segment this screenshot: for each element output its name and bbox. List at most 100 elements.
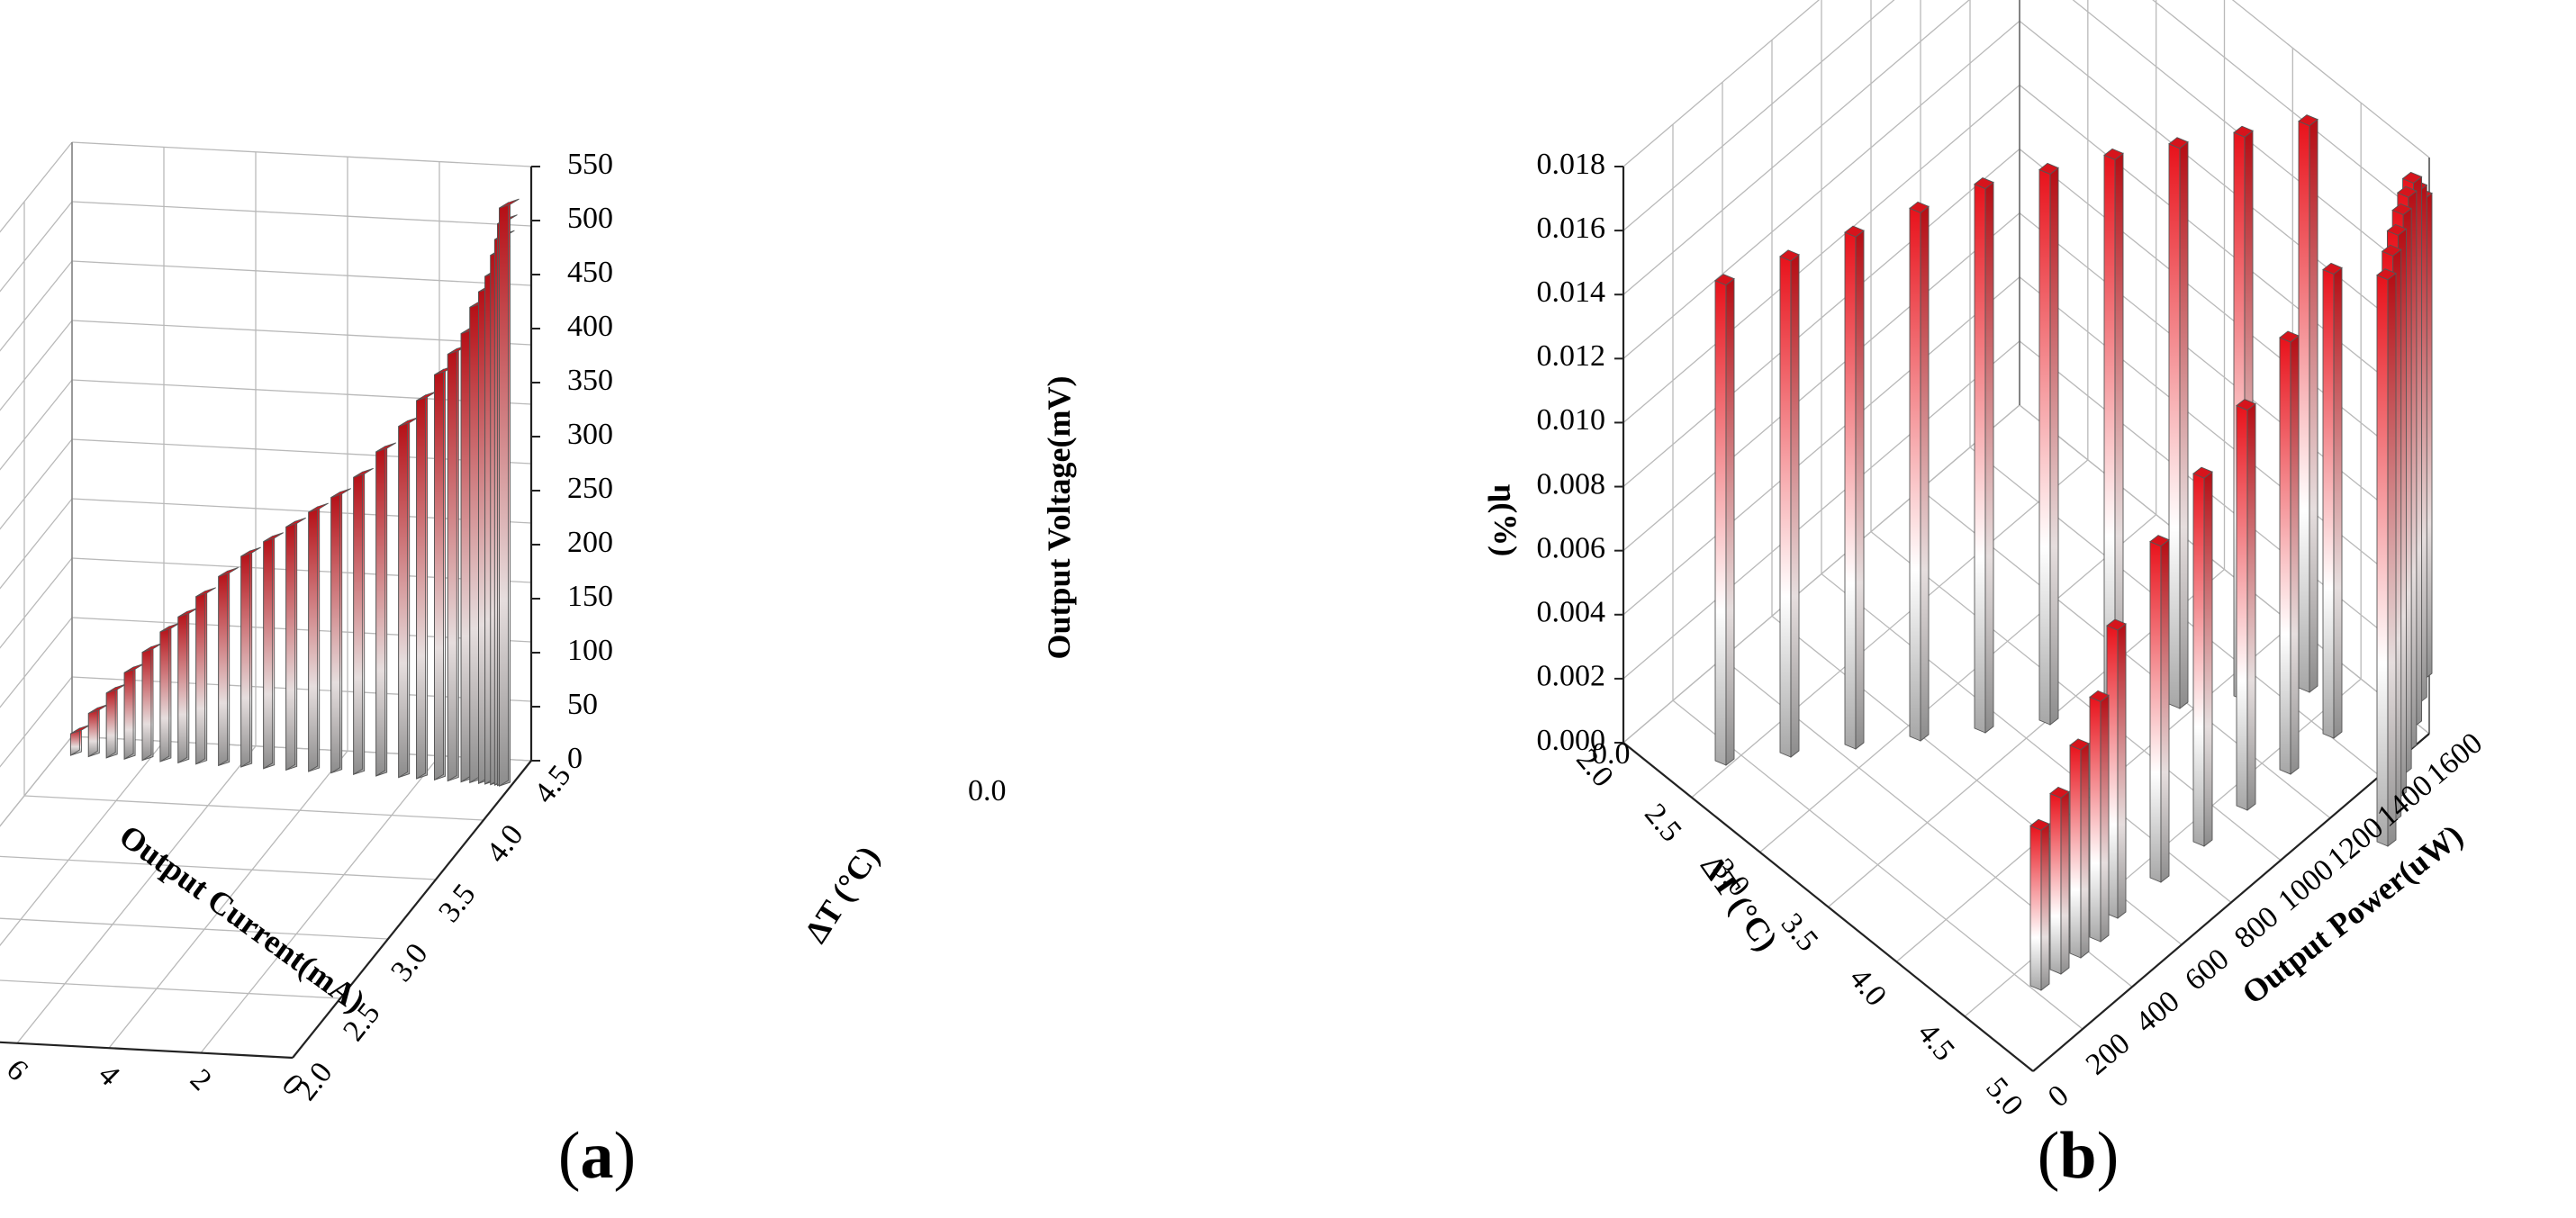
eta-tick-label: 0.004: [1537, 596, 1606, 629]
dt-tick-label: 3.5: [432, 878, 482, 928]
eta-tick-label: 0.002: [1537, 660, 1606, 693]
voltage-tick-label: 50: [567, 688, 598, 721]
grid-line: [0, 855, 437, 880]
bar-7: [195, 587, 216, 765]
bar-27: [499, 198, 520, 787]
bar-16: [398, 417, 419, 779]
bar-21: [469, 297, 491, 784]
eta-tick-label: 0.010: [1537, 403, 1606, 437]
voltage-tick-label: 0: [567, 742, 583, 775]
grid-line: [1622, 404, 2020, 744]
panel-b-bars: [1714, 114, 2433, 991]
panel-b-letter: b: [2059, 1119, 2096, 1193]
current-tick-label: 4: [92, 1058, 126, 1092]
bar-8: [2279, 330, 2300, 775]
panel-a-voltage-ticks: 0 50 100 150 200 250 300 350 400 450 500 550: [531, 148, 613, 775]
bar-6: [177, 607, 199, 764]
grid-line: [0, 740, 165, 947]
grid-line: [0, 498, 73, 590]
eta-tick-label: 0.008: [1537, 467, 1606, 501]
voltage-tick-label: 300: [567, 418, 613, 451]
bar-14: [1974, 177, 1994, 734]
grid-line: [0, 379, 73, 471]
bar-12: [308, 502, 329, 772]
bar-2: [105, 683, 127, 759]
bar-19: [447, 345, 468, 782]
bar-4: [141, 643, 163, 762]
panel-b-dt-ticks: 2.02.53.03.54.04.55.0: [1569, 743, 2029, 1122]
grid-line: [1691, 459, 2089, 798]
voltage-tick-label: 450: [567, 256, 613, 289]
voltage-tick-label: 400: [567, 310, 613, 343]
grid-line: [71, 141, 532, 167]
power-tick-label: 400: [2129, 985, 2186, 1040]
grid-line: [0, 438, 73, 530]
grid-line: [0, 260, 73, 352]
dt-tick-label: 4.5: [1911, 1016, 1961, 1067]
grid-line: [23, 795, 484, 821]
bar-12: [1844, 225, 1865, 750]
voltage-tick-label: 250: [567, 472, 613, 505]
panel-a-extra-tick-label: 0.0: [968, 774, 1007, 807]
grid-line: [71, 320, 532, 346]
current-tick-label: 6: [0, 1053, 34, 1087]
grid-line: [0, 1042, 294, 1059]
bar-15: [2038, 162, 2059, 726]
bar-1: [2049, 786, 2070, 975]
bar-9: [240, 546, 261, 768]
bar-4: [2106, 618, 2127, 919]
bar-10: [263, 532, 284, 770]
grid-line: [0, 320, 73, 411]
grid-line: [0, 617, 73, 708]
bar-19: [2298, 114, 2318, 693]
grid-line: [1759, 514, 2157, 853]
bar-20: [2376, 268, 2397, 847]
bar-13: [1909, 201, 1930, 742]
dt-axis-line: [1622, 742, 2034, 1072]
voltage-tick-label: 150: [567, 580, 613, 613]
voltage-tick-label: 100: [567, 634, 613, 667]
panel-b-eta-axis-title: η(%): [1487, 484, 1523, 556]
dt-axis-line: [292, 760, 532, 1059]
grid-line: [0, 676, 73, 768]
power-tick-label: 600: [2179, 943, 2236, 997]
bar-5: [159, 622, 181, 762]
current-tick-label: 2: [184, 1063, 218, 1097]
panel-a-letter: a: [581, 1119, 614, 1193]
panel-a-dt-ticks: 2.02.53.03.54.04.5: [289, 759, 577, 1106]
eta-tick-label: 0.006: [1537, 531, 1606, 564]
grid-line: [0, 735, 73, 827]
power-tick-label: 0: [2042, 1078, 2075, 1114]
bar-6: [2192, 466, 2213, 847]
eta-tick-label: 0.018: [1537, 148, 1606, 181]
voltage-tick-label: 550: [567, 148, 613, 181]
eta-tick-label: 0.000: [1537, 724, 1606, 757]
dt-tick-label: 3.0: [384, 937, 434, 988]
panel-a-current-ticks: 1086420: [0, 1053, 310, 1102]
bar-10: [1714, 274, 1735, 766]
panel-b-label: (b): [2038, 1119, 2119, 1193]
bar-18: [434, 365, 455, 781]
dt-tick-label: 4.0: [480, 818, 529, 869]
power-axis-line: [2032, 733, 2430, 1072]
bar-1: [87, 704, 109, 758]
grid-line: [200, 755, 440, 1054]
bar-8: [218, 566, 239, 767]
dt-tick-label: 4.0: [1843, 961, 1894, 1012]
bar-11: [285, 517, 306, 771]
panel-a-label: (a): [558, 1119, 636, 1193]
voltage-tick-label: 200: [567, 526, 613, 559]
chart-panel-b: 0.000 0.002 0.004 0.006 0.008 0.010 0.012 0.014…: [1487, 0, 2489, 1193]
bar-15: [375, 442, 396, 777]
power-tick-label: 1600: [2420, 726, 2489, 791]
power-tick-label: 800: [2228, 900, 2285, 955]
dt-tick-label: 5.0: [1979, 1071, 2029, 1122]
bar-17: [2168, 137, 2189, 709]
panel-a-voltage-axis-title: Output Voltage(mV): [1041, 375, 1077, 659]
power-tick-label: 200: [2080, 1026, 2137, 1081]
grid-line: [0, 979, 341, 999]
grid-line: [71, 201, 532, 227]
grid-line: [1622, 0, 1821, 167]
